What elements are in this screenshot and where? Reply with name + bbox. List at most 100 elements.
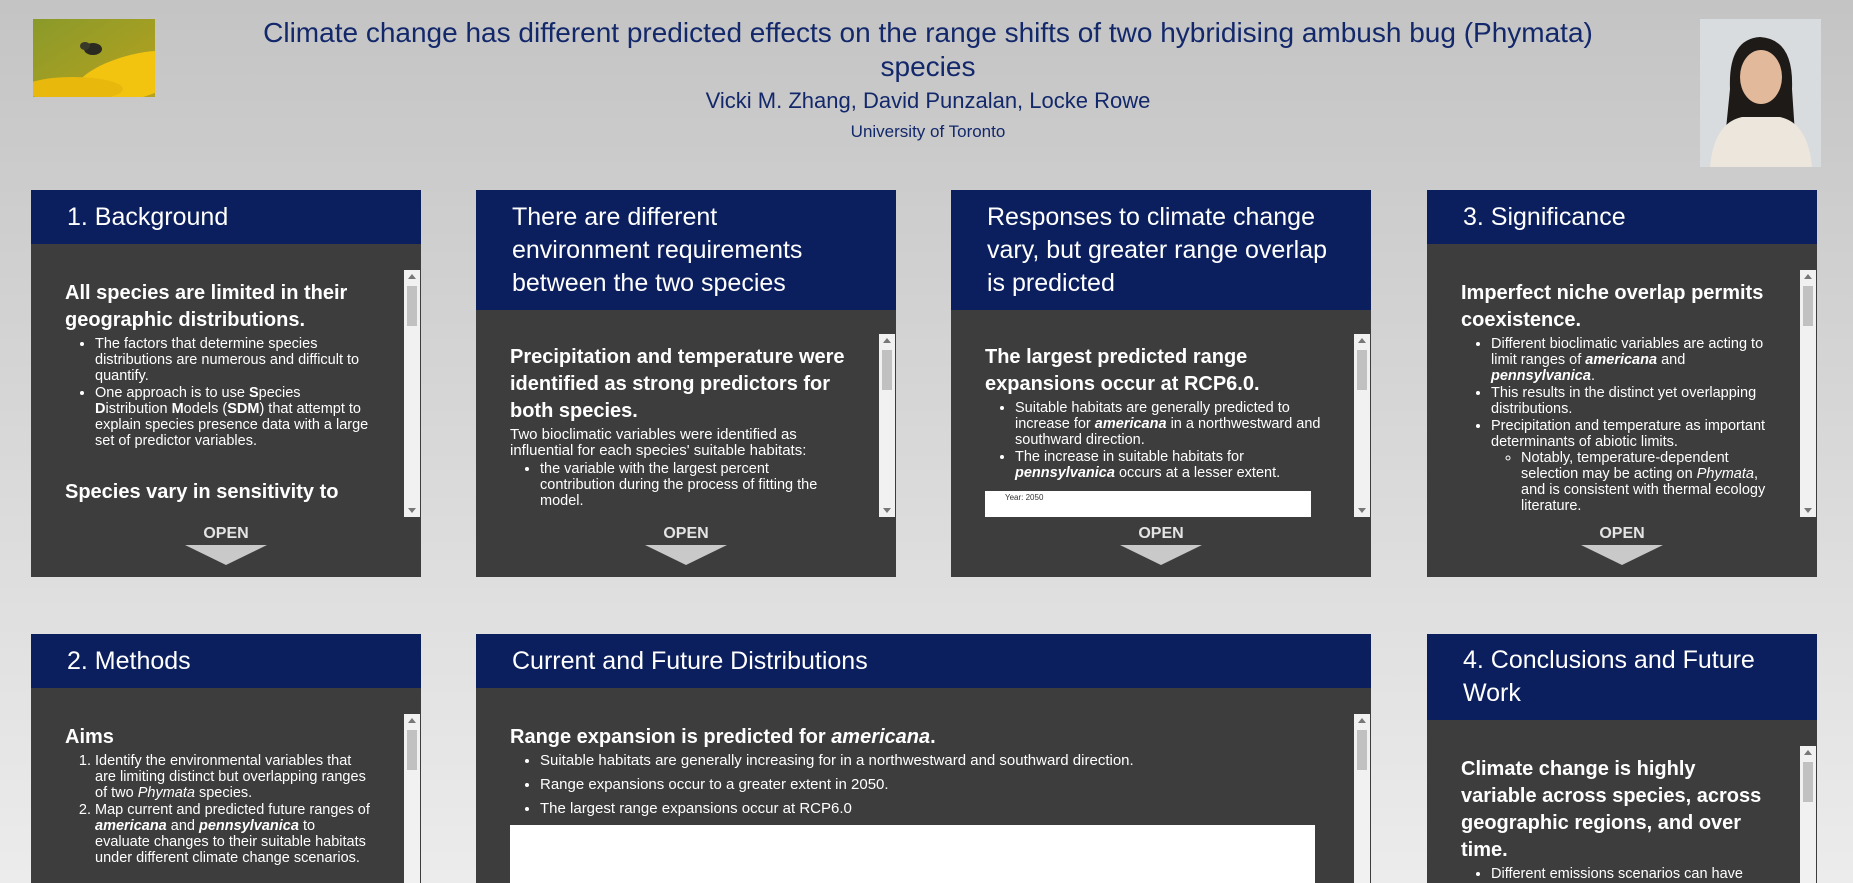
list-item: One approach is to use Species Distribut… — [95, 385, 371, 449]
scroll-down[interactable] — [883, 508, 891, 513]
text: pennsylvanica — [199, 818, 299, 834]
open-arrow[interactable] — [1581, 545, 1663, 565]
text: M — [171, 401, 184, 417]
text: , and is consistent with thermal ecology… — [1521, 466, 1766, 514]
text: Map current and predicted future ranges … — [95, 802, 370, 818]
text: . — [1590, 368, 1595, 384]
scroll-down[interactable] — [1804, 508, 1812, 513]
text: species. — [194, 785, 253, 801]
panel: 4. Conclusions and Future Work Climate ch… — [1427, 634, 1817, 883]
scroll-thumb[interactable] — [882, 350, 892, 390]
list-item: Map current and predicted future ranges … — [95, 802, 371, 866]
scrollbar[interactable] — [1354, 714, 1370, 883]
scroll-thumb[interactable] — [1803, 762, 1813, 802]
scrollbar[interactable] — [404, 714, 420, 883]
panel-content: Imperfect niche overlap permits coexiste… — [1427, 270, 1767, 517]
scrollbar[interactable] — [1354, 334, 1370, 517]
scrollbar[interactable] — [1800, 270, 1816, 517]
open-button[interactable]: OPEN — [203, 525, 249, 542]
list-item: Suitable habitats are generally increasi… — [540, 753, 1321, 769]
scroll-up[interactable] — [1358, 718, 1366, 723]
scroll-up[interactable] — [408, 274, 416, 279]
content-heading: Climate change is highly variable across… — [1461, 756, 1767, 864]
content-heading: All species are limited in their geograp… — [65, 280, 371, 334]
text: americana — [831, 726, 931, 748]
text: and — [1657, 352, 1686, 368]
list: Different emissions scenarios can have — [1461, 866, 1767, 882]
text: Identify the environmental variables tha… — [95, 753, 366, 801]
content-heading: Imperfect niche overlap permits coexiste… — [1461, 280, 1767, 334]
text: Species vary in sensitivity to — [65, 481, 339, 503]
text: pecies — [258, 385, 301, 401]
scroll-up[interactable] — [408, 718, 416, 723]
scroll-thumb[interactable] — [1803, 286, 1813, 326]
list-item: The increase in suitable habitats for pe… — [1015, 449, 1321, 481]
panel-title: 4. Conclusions and Future Work — [1463, 646, 1755, 707]
text: Phymata — [137, 785, 195, 801]
content-heading: The largest predicted range expansions o… — [985, 344, 1321, 398]
list-item: Different bioclimatic variables are acti… — [1491, 336, 1767, 384]
panel-header: 3. Significance — [1427, 190, 1817, 244]
text: Notably, temperature-dependent selection… — [1521, 450, 1729, 482]
panel-content: Range expansion is predicted for america… — [476, 714, 1321, 883]
panel: 3. Significance Imperfect niche overlap p… — [1427, 190, 1817, 577]
list-item: Notably, temperature-dependent selection… — [1521, 450, 1767, 514]
scroll-up[interactable] — [1358, 338, 1366, 343]
text: occurs at a lesser extent. — [1114, 465, 1281, 481]
panel-content: Aims Identify the environmental variables… — [31, 714, 371, 883]
panel-title: 3. Significance — [1463, 202, 1626, 231]
panel-header: Current and Future Distributions — [476, 634, 1371, 688]
scrollbar[interactable] — [879, 334, 895, 517]
panel-header: 2. Methods — [31, 634, 421, 688]
text: odels ( — [183, 401, 228, 417]
panel-header: 4. Conclusions and Future Work — [1427, 634, 1817, 720]
list-item: The largest range expansions occur at RC… — [540, 801, 1321, 817]
panel-header: Responses to climate change vary, but gr… — [951, 190, 1371, 310]
open-button[interactable]: OPEN — [1599, 525, 1645, 542]
text: Aims — [65, 726, 114, 748]
scroll-up[interactable] — [1804, 750, 1812, 755]
scrollbar[interactable] — [404, 270, 420, 517]
open-button[interactable]: OPEN — [1138, 525, 1184, 542]
open-arrow[interactable] — [185, 545, 267, 565]
scroll-thumb[interactable] — [1357, 350, 1367, 390]
list: Identify the environmental variables tha… — [65, 753, 371, 866]
text: istribution — [105, 401, 172, 417]
text: S — [248, 385, 259, 401]
panel-title: Responses to climate change vary, but gr… — [987, 202, 1328, 297]
open-arrow[interactable] — [645, 545, 727, 565]
bug-photo — [33, 19, 155, 97]
figure — [510, 825, 1315, 883]
text: Phymata — [1696, 466, 1754, 482]
author-photo — [1700, 19, 1821, 167]
list-item: Range expansions occur to a greater exte… — [540, 777, 1321, 793]
open-button[interactable]: OPEN — [663, 525, 709, 542]
text: This results in the distinct yet overlap… — [1491, 385, 1757, 417]
scroll-thumb[interactable] — [1357, 730, 1367, 770]
list-item: Identify the environmental variables tha… — [95, 753, 371, 801]
poster-title: Climate change has different predicted e… — [263, 17, 1593, 82]
panel-content: All species are limited in their geograp… — [31, 270, 371, 517]
text: Different bioclimatic variables are acti… — [1491, 336, 1764, 368]
text: ) that attempt to explain species presen… — [95, 401, 369, 449]
list: the variable with the largest percent co… — [510, 461, 846, 509]
panel-title: Current and Future Distributions — [512, 646, 868, 675]
panel-content: The largest predicted range expansions o… — [951, 334, 1321, 517]
panel: 2. Methods Aims Identify the environmental… — [31, 634, 421, 883]
scroll-down[interactable] — [408, 508, 416, 513]
text: americana — [1585, 352, 1658, 368]
panel-header: There are different environment requirem… — [476, 190, 896, 310]
scroll-thumb[interactable] — [407, 286, 417, 326]
scroll-up[interactable] — [1804, 274, 1812, 279]
panel-title: 1. Background — [67, 202, 229, 231]
text: pennsylvanica — [1015, 465, 1115, 481]
text: to evaluate changes to their suitable ha… — [95, 818, 366, 866]
list-item: the variable with the largest percent co… — [540, 461, 846, 509]
scrollbar[interactable] — [1800, 746, 1816, 883]
text: Imperfect niche overlap permits coexiste… — [1461, 282, 1764, 331]
scroll-down[interactable] — [1358, 508, 1366, 513]
open-arrow[interactable] — [1120, 545, 1202, 565]
scroll-thumb[interactable] — [407, 730, 417, 770]
text: Precipitation and temperature as importa… — [1491, 418, 1766, 450]
scroll-up[interactable] — [883, 338, 891, 343]
